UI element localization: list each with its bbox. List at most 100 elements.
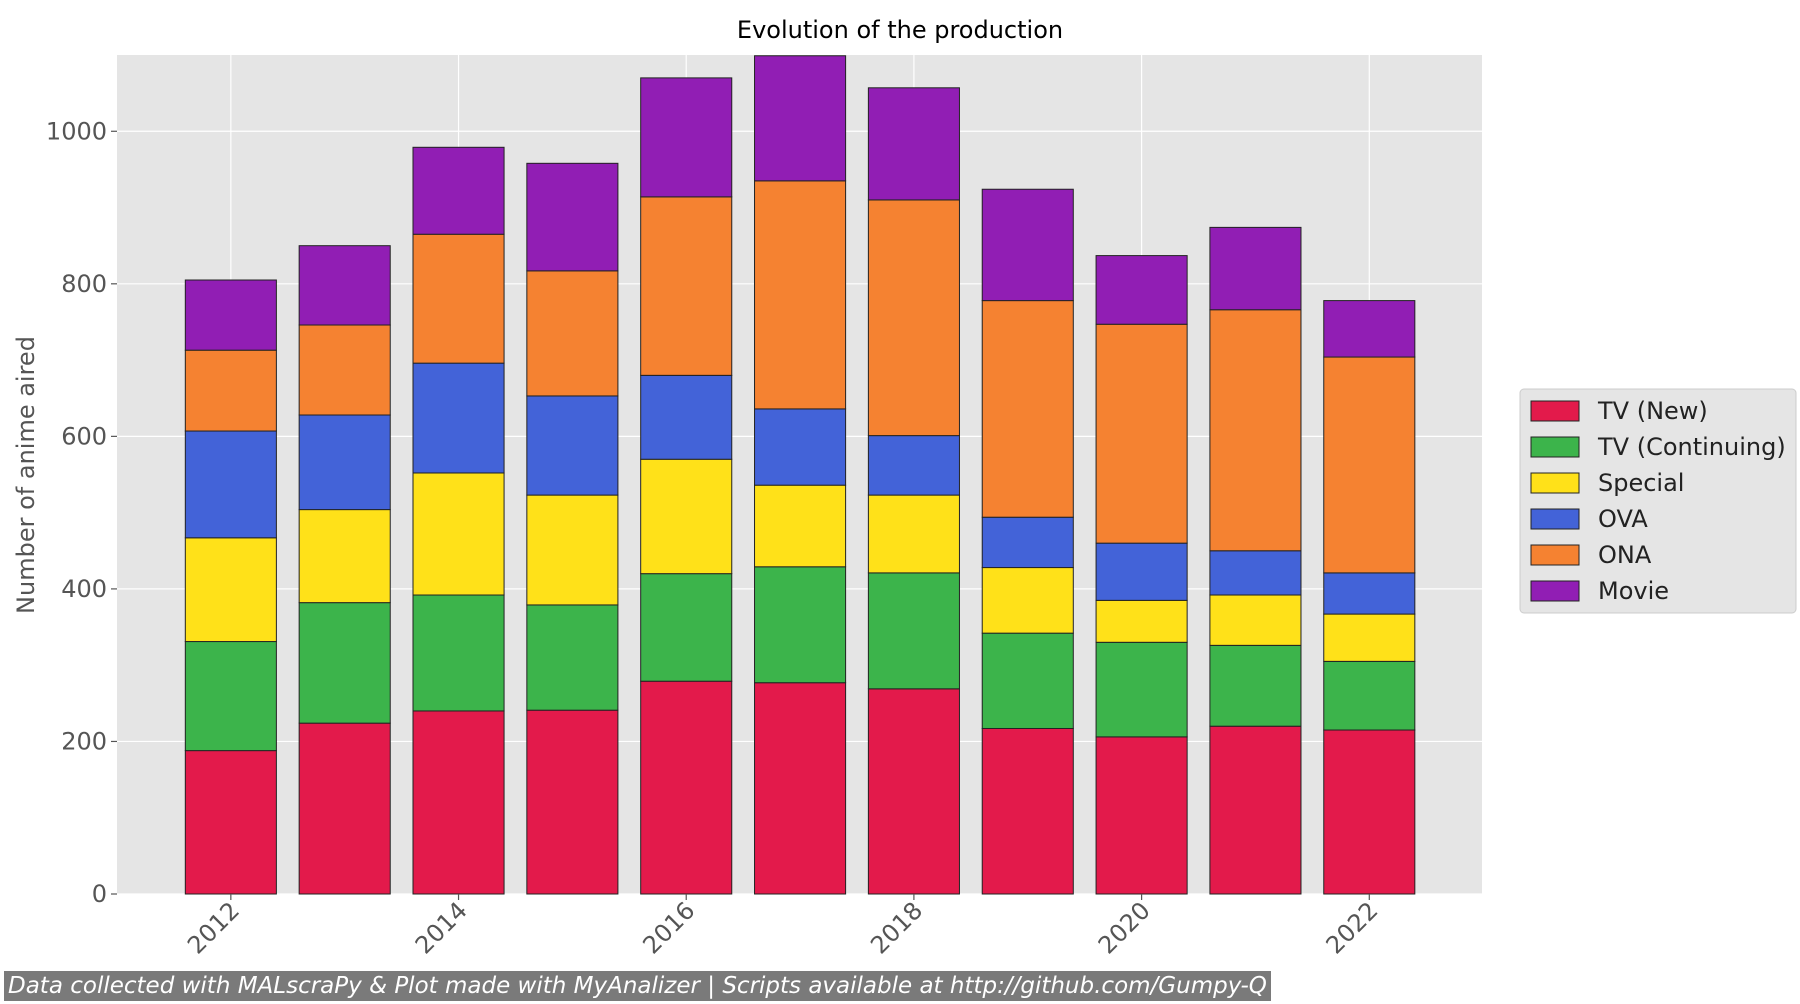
bar-special-2015 xyxy=(526,494,619,606)
bar-tv-new-2022 xyxy=(1323,729,1416,895)
bar-ona-2015 xyxy=(526,270,619,397)
bar-special-2016 xyxy=(640,458,733,575)
bar-ova-2012 xyxy=(184,430,277,539)
bar-tv-new-2012 xyxy=(184,750,277,895)
y-tick-label: 1000 xyxy=(46,117,107,145)
y-axis-ticks: 0 200 400 600 800 1000 xyxy=(46,117,117,908)
bar-ona-2021 xyxy=(1209,309,1302,552)
bar-ova-2019 xyxy=(981,516,1074,569)
legend-label: TV (New) xyxy=(1597,397,1708,425)
bar-tv-continuing-2016 xyxy=(640,573,733,682)
footer-credit: Data collected with MALscraPy & Plot mad… xyxy=(4,971,1271,1001)
legend-swatch xyxy=(1530,580,1580,602)
bar-ova-2018 xyxy=(867,435,960,496)
bar-tv-new-2016 xyxy=(640,680,733,895)
legend-items: TV (New) TV (Continuing) Special OVA ONA Movi… xyxy=(1530,397,1786,605)
x-tick-label: 2018 xyxy=(865,896,928,959)
bar-ova-2015 xyxy=(526,395,619,496)
bar-tv-new-2018 xyxy=(867,688,960,895)
bars-layer xyxy=(184,55,1416,895)
bar-special-2013 xyxy=(298,509,391,604)
bar-ona-2018 xyxy=(867,199,960,437)
bar-ona-2020 xyxy=(1095,323,1188,544)
bar-ova-2022 xyxy=(1323,572,1416,615)
y-axis-label: Number of anime aired xyxy=(12,336,40,614)
bar-special-2018 xyxy=(867,494,960,574)
bar-tv-continuing-2017 xyxy=(754,566,847,684)
bar-tv-new-2017 xyxy=(754,682,847,895)
bar-movie-2021 xyxy=(1209,226,1302,311)
bar-tv-continuing-2014 xyxy=(412,594,505,712)
y-tick-label: 600 xyxy=(61,422,107,450)
y-tick-label: 0 xyxy=(92,880,107,908)
legend-label: Special xyxy=(1598,469,1684,497)
bar-ova-2013 xyxy=(298,414,391,511)
bar-special-2019 xyxy=(981,567,1074,634)
bar-movie-2012 xyxy=(184,279,277,351)
bar-movie-2017 xyxy=(754,55,847,182)
bar-special-2022 xyxy=(1323,613,1416,662)
legend-box xyxy=(1519,388,1797,614)
bar-special-2021 xyxy=(1209,594,1302,646)
bar-movie-2020 xyxy=(1095,255,1188,325)
bar-tv-continuing-2018 xyxy=(867,572,960,690)
bar-ova-2016 xyxy=(640,374,733,460)
bar-movie-2016 xyxy=(640,77,733,198)
bar-tv-new-2015 xyxy=(526,709,619,895)
bar-tv-continuing-2020 xyxy=(1095,641,1188,738)
bar-tv-new-2019 xyxy=(981,727,1074,895)
bar-tv-new-2014 xyxy=(412,710,505,895)
x-tick-label: 2022 xyxy=(1321,896,1384,959)
bar-ova-2014 xyxy=(412,362,505,474)
bar-movie-2022 xyxy=(1323,300,1416,358)
y-tick-label: 200 xyxy=(61,727,107,755)
bar-ova-2020 xyxy=(1095,542,1188,601)
bar-special-2012 xyxy=(184,537,277,643)
bar-special-2020 xyxy=(1095,599,1188,643)
bar-ona-2014 xyxy=(412,233,505,364)
bar-ona-2017 xyxy=(754,180,847,410)
bar-movie-2018 xyxy=(867,87,960,201)
bar-movie-2014 xyxy=(412,146,505,235)
x-tick-label: 2016 xyxy=(637,896,700,959)
legend-label: ONA xyxy=(1598,541,1652,569)
legend-swatch xyxy=(1530,544,1580,566)
bar-tv-new-2021 xyxy=(1209,725,1302,895)
x-tick-label: 2012 xyxy=(182,896,245,959)
chart-title: Evolution of the production xyxy=(737,16,1063,44)
legend-swatch xyxy=(1530,472,1580,494)
legend-swatch xyxy=(1530,508,1580,530)
bar-special-2014 xyxy=(412,472,505,596)
legend: TV (New) TV (Continuing) Special OVA ONA Movi… xyxy=(1519,388,1797,614)
bar-tv-continuing-2012 xyxy=(184,641,277,752)
bar-tv-continuing-2019 xyxy=(981,632,1074,729)
bar-ona-2016 xyxy=(640,196,733,376)
legend-swatch xyxy=(1530,436,1580,458)
y-tick-label: 800 xyxy=(61,270,107,298)
bar-ova-2017 xyxy=(754,408,847,486)
y-tick-label: 400 xyxy=(61,575,107,603)
bar-tv-continuing-2021 xyxy=(1209,644,1302,727)
legend-swatch xyxy=(1530,400,1580,422)
bar-special-2017 xyxy=(754,484,847,568)
x-tick-label: 2020 xyxy=(1093,896,1156,959)
bar-tv-continuing-2015 xyxy=(526,604,619,711)
legend-label: OVA xyxy=(1598,505,1648,533)
bar-movie-2019 xyxy=(981,188,1074,302)
legend-label: TV (Continuing) xyxy=(1597,433,1786,461)
bar-movie-2013 xyxy=(298,245,391,326)
legend-label: Movie xyxy=(1598,577,1669,605)
bar-ona-2012 xyxy=(184,349,277,432)
bar-ova-2021 xyxy=(1209,550,1302,596)
bar-ona-2022 xyxy=(1323,356,1416,574)
x-tick-label: 2014 xyxy=(410,896,473,959)
bar-tv-new-2020 xyxy=(1095,736,1188,895)
bar-movie-2015 xyxy=(526,162,619,272)
bar-ona-2013 xyxy=(298,324,391,416)
bar-tv-continuing-2013 xyxy=(298,602,391,724)
bar-tv-new-2013 xyxy=(298,722,391,895)
bar-ona-2019 xyxy=(981,300,1074,518)
bar-tv-continuing-2022 xyxy=(1323,660,1416,731)
